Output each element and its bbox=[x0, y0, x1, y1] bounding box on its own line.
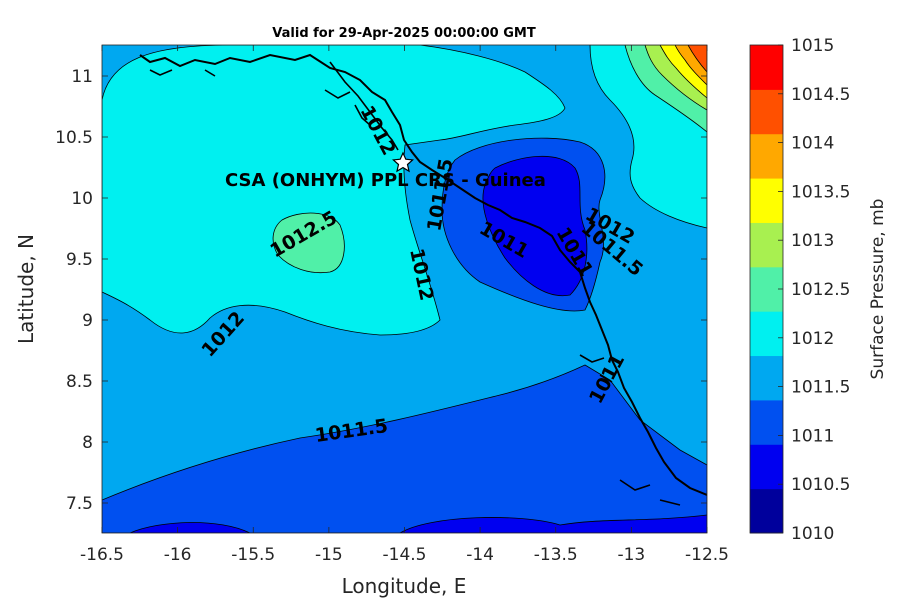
chart-title: Valid for 29-Apr-2025 00:00:00 GMT bbox=[272, 26, 536, 41]
station-label: CSA (ONHYM) PPL CRS - Guinea bbox=[225, 170, 546, 191]
colorbar-tick-label: 1011 bbox=[791, 426, 834, 446]
border-line bbox=[329, 61, 399, 151]
colorbar-swatch bbox=[750, 266, 783, 312]
band-1014-5-northeast bbox=[687, 45, 707, 73]
band-1010-5-south-a bbox=[129, 522, 251, 533]
x-tick-label: -16 bbox=[164, 545, 192, 565]
colorbar-swatch bbox=[750, 488, 783, 534]
coastline-islands bbox=[149, 69, 681, 506]
y-tick-label: 8.5 bbox=[66, 372, 93, 392]
colorbar-tick-label: 1015 bbox=[791, 36, 834, 56]
y-tick-label: 10 bbox=[71, 189, 93, 209]
x-tick-label: -12.5 bbox=[685, 545, 729, 565]
colorbar-tick-label: 1014 bbox=[791, 134, 834, 154]
band-1012-west bbox=[102, 45, 566, 336]
band-1012-5-pocket bbox=[272, 212, 345, 274]
y-tick-label: 9.5 bbox=[66, 250, 93, 270]
colorbar-tick-label: 1012.5 bbox=[791, 280, 850, 300]
colorbar-swatch bbox=[750, 45, 783, 90]
map-plot-area bbox=[102, 45, 707, 533]
colorbar-swatch bbox=[750, 222, 783, 268]
colorbar-tick-label: 1010.5 bbox=[791, 475, 850, 495]
x-axis: -16.5 -16 -15.5 -15 -14.5 -14 -13.5 -13 -12.5 bbox=[80, 45, 729, 565]
colorbar-swatch bbox=[750, 178, 783, 223]
x-tick-label: -15.5 bbox=[231, 545, 275, 565]
colorbar-tick-label: 1012 bbox=[791, 329, 834, 349]
band-1011-south bbox=[102, 364, 707, 533]
colorbar-swatch bbox=[750, 355, 783, 401]
colorbar-tick-label: 1013 bbox=[791, 231, 834, 251]
y-tick-label: 7.5 bbox=[66, 494, 93, 514]
colorbar-swatch bbox=[750, 444, 783, 490]
coastline bbox=[139, 53, 707, 496]
x-tick-label: -15 bbox=[315, 545, 343, 565]
x-tick-label: -14.5 bbox=[383, 545, 427, 565]
y-tick-label: 8 bbox=[82, 433, 93, 453]
y-tick-label: 11 bbox=[71, 67, 93, 87]
colorbar-swatch bbox=[750, 399, 783, 445]
colorbar: 1015 1014.5 1014 1013.5 1013 1012.5 1012 1011.5… bbox=[749, 36, 850, 544]
y-axis-label: Latitude, N bbox=[14, 234, 38, 344]
band-1010-5-south-b bbox=[399, 514, 707, 533]
colorbar-tick-label: 1013.5 bbox=[791, 182, 850, 202]
station-marker bbox=[391, 151, 415, 173]
x-axis-label: Longitude, E bbox=[342, 574, 467, 598]
station-star-icon bbox=[391, 151, 415, 173]
x-tick-label: -16.5 bbox=[80, 545, 124, 565]
colorbar-swatch bbox=[750, 89, 783, 135]
colorbar-tick-label: 1010 bbox=[791, 524, 834, 544]
colorbar-swatch bbox=[750, 133, 783, 179]
x-tick-label: -13 bbox=[617, 545, 645, 565]
x-tick-label: -13.5 bbox=[534, 545, 578, 565]
y-axis: 11 10.5 10 9.5 9 8.5 8 7.5 bbox=[55, 67, 707, 514]
colorbar-tick-label: 1011.5 bbox=[791, 378, 850, 398]
x-tick-label: -14 bbox=[466, 545, 494, 565]
colorbar-swatch bbox=[750, 311, 783, 357]
colorbar-label: Surface Pressure, mb bbox=[868, 199, 888, 380]
y-tick-label: 10.5 bbox=[55, 128, 93, 148]
y-tick-label: 9 bbox=[82, 311, 93, 331]
colorbar-tick-label: 1014.5 bbox=[791, 85, 850, 105]
